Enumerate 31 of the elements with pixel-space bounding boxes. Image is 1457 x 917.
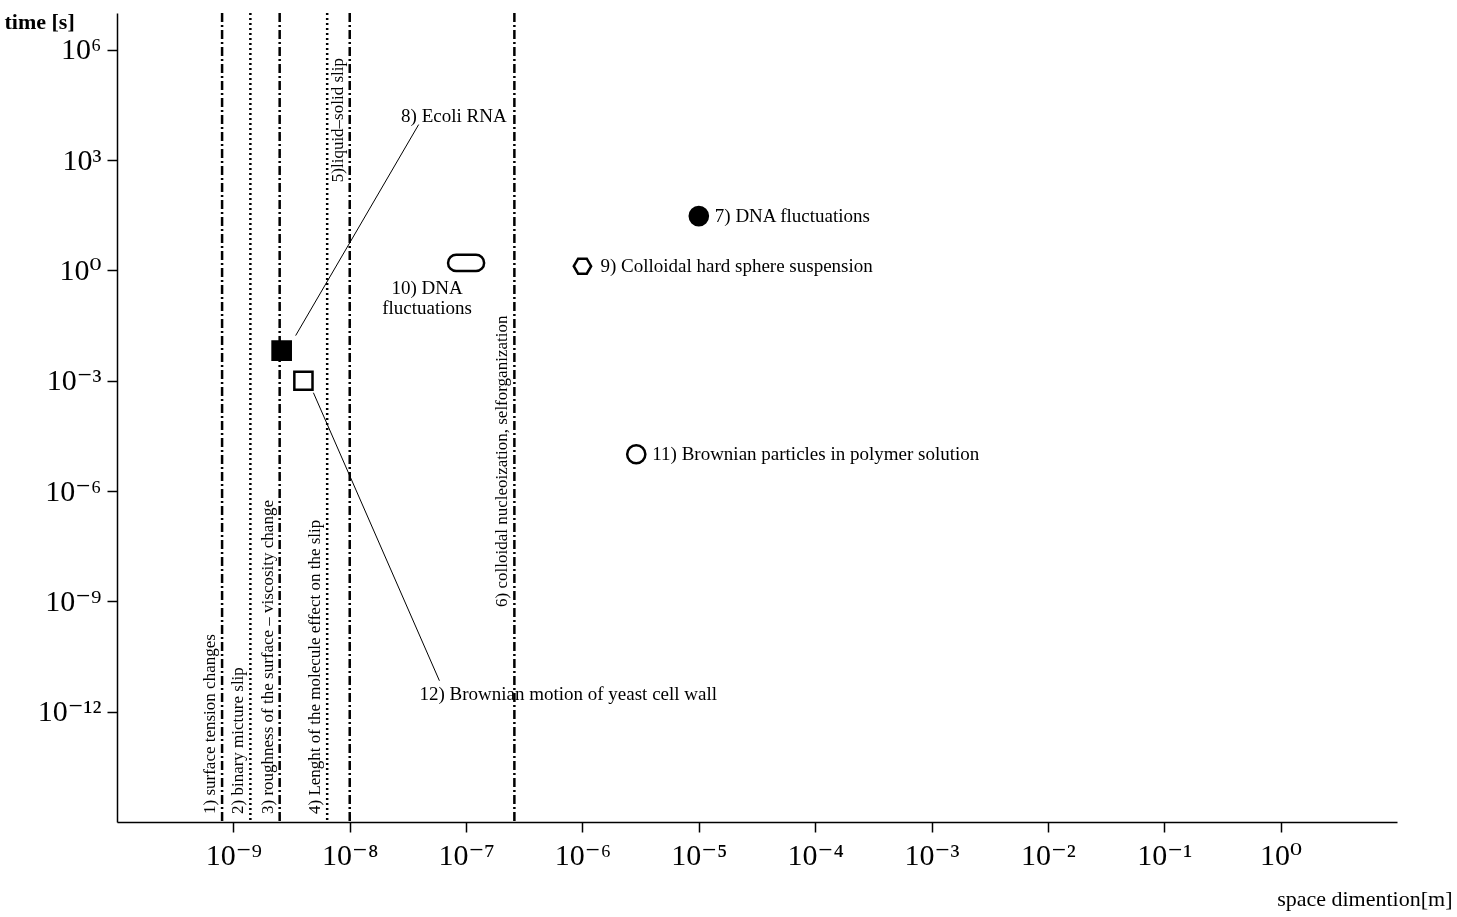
ref-line-label: 4) Lenght of the molecule effect on the slip	[305, 519, 325, 814]
x-tick-label: 10⁻⁶	[554, 837, 612, 871]
x-tick-label: 10⁻⁸	[322, 837, 379, 871]
ref-line-label: 1) surface tension changes	[200, 634, 220, 814]
y-tick-label: 10⁰	[59, 252, 102, 286]
x-tick-label: 10⁻⁴	[787, 837, 844, 871]
y-tick-label: 10⁻⁶	[45, 473, 102, 507]
ref-line-label: 5)liquid–solid slip	[327, 58, 347, 183]
y-tick-label: 10³	[62, 142, 102, 176]
y-tick-label: 10⁻¹²	[37, 694, 102, 728]
ref-line-label: 6) colloidal nucleoization, selforganization	[492, 315, 512, 607]
text: 12) Brownian motion of yeast cell wall	[419, 682, 718, 705]
x-tick-label: 10⁰	[1260, 837, 1303, 871]
y-tick-label: 10⁻³	[46, 363, 102, 397]
series-label: 7) DNA fluctuations	[714, 205, 870, 228]
x-tick-label: 10⁻¹	[1137, 837, 1193, 871]
x-tick-label: 10⁻³	[904, 837, 960, 871]
y-axis-title: time [s]	[4, 8, 75, 34]
series-label: 10) DNA fluctuations	[382, 276, 472, 318]
ref-line-label: 3) roughness of the surface – viscosity change	[257, 500, 277, 814]
y-tick-label: 10⁶	[61, 32, 102, 66]
x-tick-label: 10⁻⁹	[205, 837, 263, 871]
x-tick-label: 10⁻⁵	[671, 837, 728, 871]
series-label: 9) Colloidal hard sphere suspension	[600, 255, 874, 278]
x-axis-title: space dimention[m]	[1277, 885, 1453, 911]
x-tick-label: 10⁻⁷	[438, 837, 495, 871]
text: 8) Ecoli RNA	[401, 104, 507, 127]
y-tick-label: 10⁻⁹	[45, 583, 102, 617]
ref-line-label: 2) binary micture slip	[228, 667, 248, 814]
series-label: 11) Brownian particles in polymer solution	[652, 443, 980, 466]
x-tick-label: 10⁻²	[1020, 837, 1076, 871]
